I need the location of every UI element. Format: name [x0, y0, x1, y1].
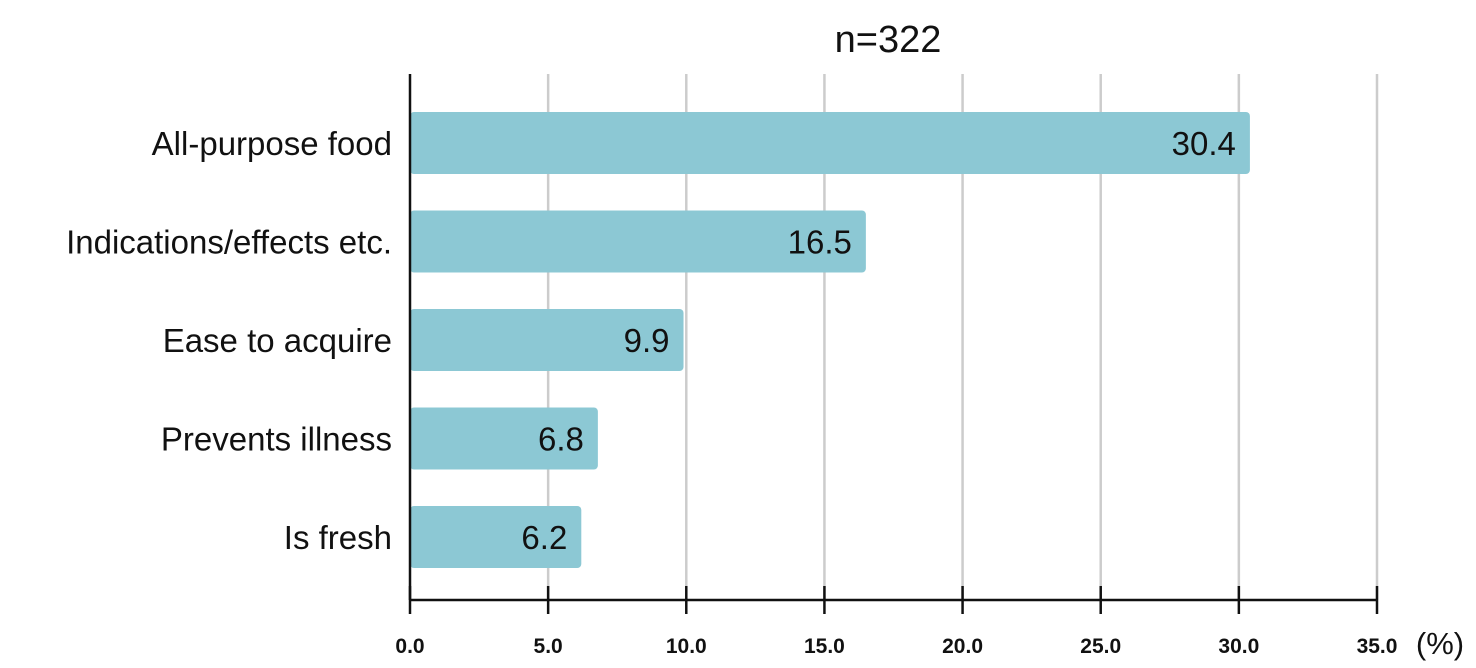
bar: [410, 210, 866, 273]
bar-value-label: 6.2: [521, 519, 567, 556]
x-axis-unit: (%): [1416, 626, 1464, 661]
bar: [410, 506, 582, 568]
x-tick-label: 15.0: [804, 635, 845, 658]
x-tick-label: 25.0: [1080, 635, 1121, 658]
category-label: Ease to acquire: [163, 322, 392, 359]
x-tick-label: 20.0: [942, 635, 983, 658]
bar-value-label: 30.4: [1172, 125, 1236, 162]
x-tick-label: 30.0: [1218, 635, 1259, 658]
x-tick-label: 5.0: [534, 635, 563, 658]
bar: [410, 309, 684, 371]
category-label: Indications/effects etc.: [66, 224, 392, 261]
x-tick-label: 0.0: [395, 635, 424, 658]
labels: n=322 (%) 0.0 5.0 10.0 15.0 20.0 25.0 30.0 35.0…: [66, 19, 1464, 661]
category-label: Prevents illness: [161, 421, 392, 458]
bar-value-label: 9.9: [624, 322, 670, 359]
chart-title: n=322: [835, 19, 942, 61]
category-label: Is fresh: [284, 519, 392, 556]
bar: [410, 112, 1250, 174]
bar-value-label: 16.5: [788, 224, 852, 261]
x-tick-label: 10.0: [666, 635, 707, 658]
bars: [410, 112, 1250, 568]
axes: [408, 74, 1379, 614]
category-label: All-purpose food: [152, 125, 392, 162]
bar: [410, 407, 598, 470]
bar-value-label: 6.8: [538, 421, 584, 458]
x-tick-label: 35.0: [1357, 635, 1398, 658]
